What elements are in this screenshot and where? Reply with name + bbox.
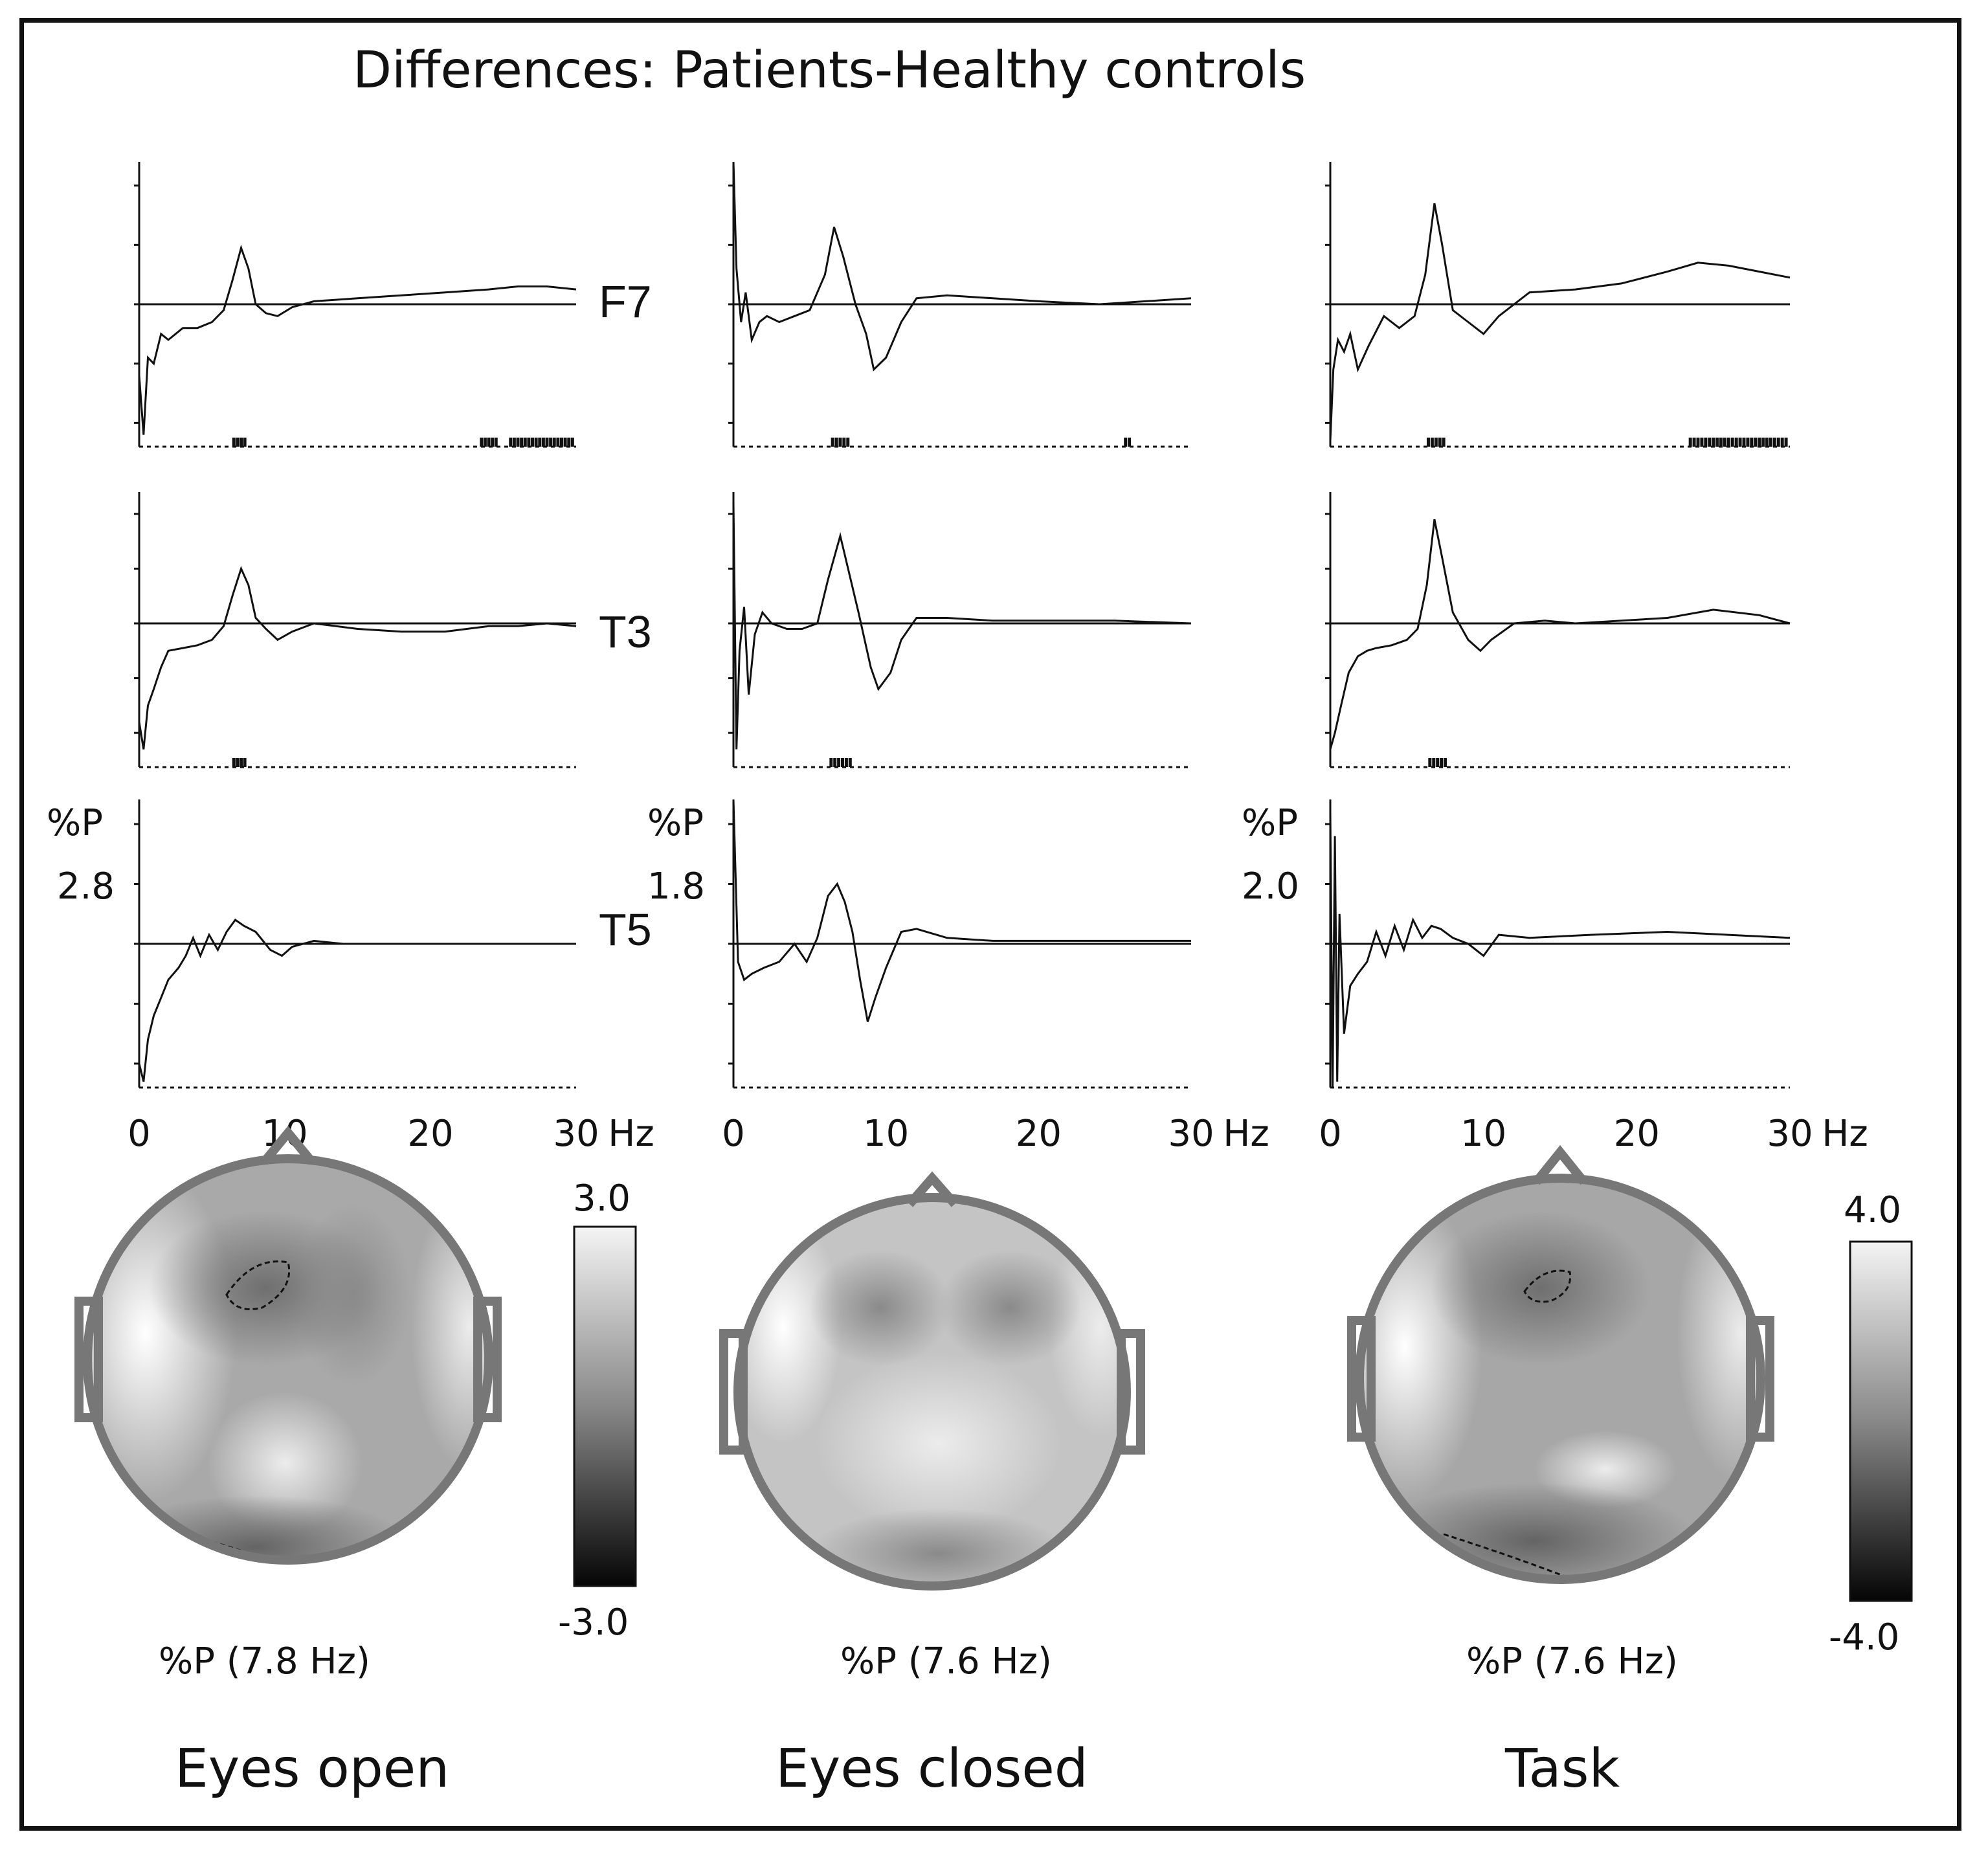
x-tick-label: 30 xyxy=(1767,1113,1813,1155)
x-unit-label: Hz xyxy=(608,1113,654,1155)
x-unit-label: Hz xyxy=(1822,1113,1868,1155)
head-map-eyes-closed xyxy=(719,1171,1145,1591)
series-line-task-f7 xyxy=(1329,203,1791,441)
series-line-eyes-closed-t5 xyxy=(732,799,1191,1022)
x-tick-label: 0 xyxy=(128,1113,151,1155)
head-map-eyes-open xyxy=(74,1125,502,1565)
scale-value-task: 2.0 xyxy=(1242,866,1299,908)
y-unit-label-eyes-open: %P xyxy=(47,802,103,844)
figure-frame xyxy=(19,18,1961,1831)
condition-label-eyes-closed: Eyes closed xyxy=(776,1738,1088,1800)
head-map-task xyxy=(1347,1145,1774,1584)
x-tick-label: 10 xyxy=(863,1113,909,1155)
x-tick-label: 10 xyxy=(1460,1113,1506,1155)
x-tick-label: 30 xyxy=(1168,1113,1214,1155)
scale-value-eyes-open: 2.8 xyxy=(57,866,115,908)
x-tick-label: 20 xyxy=(1614,1113,1660,1155)
colorbar-right xyxy=(1849,1240,1913,1602)
x-tick-label: 20 xyxy=(407,1113,453,1155)
y-unit-label-eyes-closed: %P xyxy=(647,802,704,844)
colorbar-left-min: -3.0 xyxy=(558,1602,629,1644)
series-line-eyes-open-t5 xyxy=(138,918,576,1082)
series-line-task-t5 xyxy=(1329,812,1791,1088)
map-label-eyes-open: %P (7.8 Hz) xyxy=(159,1640,370,1682)
channel-label-t3: T3 xyxy=(599,607,652,657)
x-tick-label: 20 xyxy=(1016,1113,1062,1155)
condition-label-task: Task xyxy=(1504,1738,1620,1800)
colorbar-right-min: -4.0 xyxy=(1829,1616,1899,1659)
map-label-task: %P (7.6 Hz) xyxy=(1466,1640,1678,1682)
figure-title: Differences: Patients-Healthy controls xyxy=(353,41,1306,100)
series-line-eyes-closed-f7 xyxy=(732,161,1192,372)
x-tick-label: 0 xyxy=(722,1113,745,1155)
channel-label-t5: T5 xyxy=(599,904,652,955)
condition-label-eyes-open: Eyes open xyxy=(175,1738,449,1800)
x-unit-label: Hz xyxy=(1223,1113,1269,1155)
map-label-eyes-closed: %P (7.6 Hz) xyxy=(840,1640,1052,1682)
y-unit-label-task: %P xyxy=(1242,802,1298,844)
x-tick-label: 30 xyxy=(553,1113,599,1155)
series-line-eyes-open-t3 xyxy=(138,566,577,750)
series-line-eyes-closed-t3 xyxy=(732,502,1192,750)
scale-value-eyes-closed: 1.8 xyxy=(647,866,705,908)
colorbar-left xyxy=(573,1225,637,1587)
channel-label-f7: F7 xyxy=(599,276,652,327)
x-tick-label: 0 xyxy=(1319,1113,1342,1155)
colorbar-right-max: 4.0 xyxy=(1844,1189,1901,1231)
series-line-eyes-open-f7 xyxy=(138,244,577,435)
spectra-panels: 0 10 20 30 Hz 0 10 20 30 Hz 0 10 20 30 Hz xyxy=(128,161,1868,1155)
series-line-task-t3 xyxy=(1329,519,1791,750)
colorbar-left-max: 3.0 xyxy=(573,1178,631,1220)
